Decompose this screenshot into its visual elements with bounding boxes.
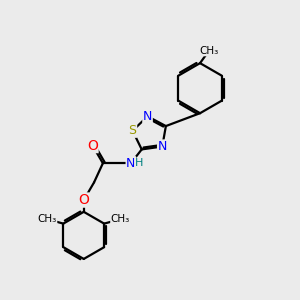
Text: N: N bbox=[158, 140, 167, 153]
Text: N: N bbox=[126, 157, 136, 170]
Text: N: N bbox=[143, 110, 152, 123]
Text: O: O bbox=[78, 193, 89, 207]
Text: H: H bbox=[135, 158, 143, 168]
Text: CH₃: CH₃ bbox=[38, 214, 57, 224]
Text: S: S bbox=[129, 124, 136, 137]
Text: CH₃: CH₃ bbox=[199, 46, 218, 56]
Text: O: O bbox=[87, 139, 98, 153]
Text: CH₃: CH₃ bbox=[111, 214, 130, 224]
